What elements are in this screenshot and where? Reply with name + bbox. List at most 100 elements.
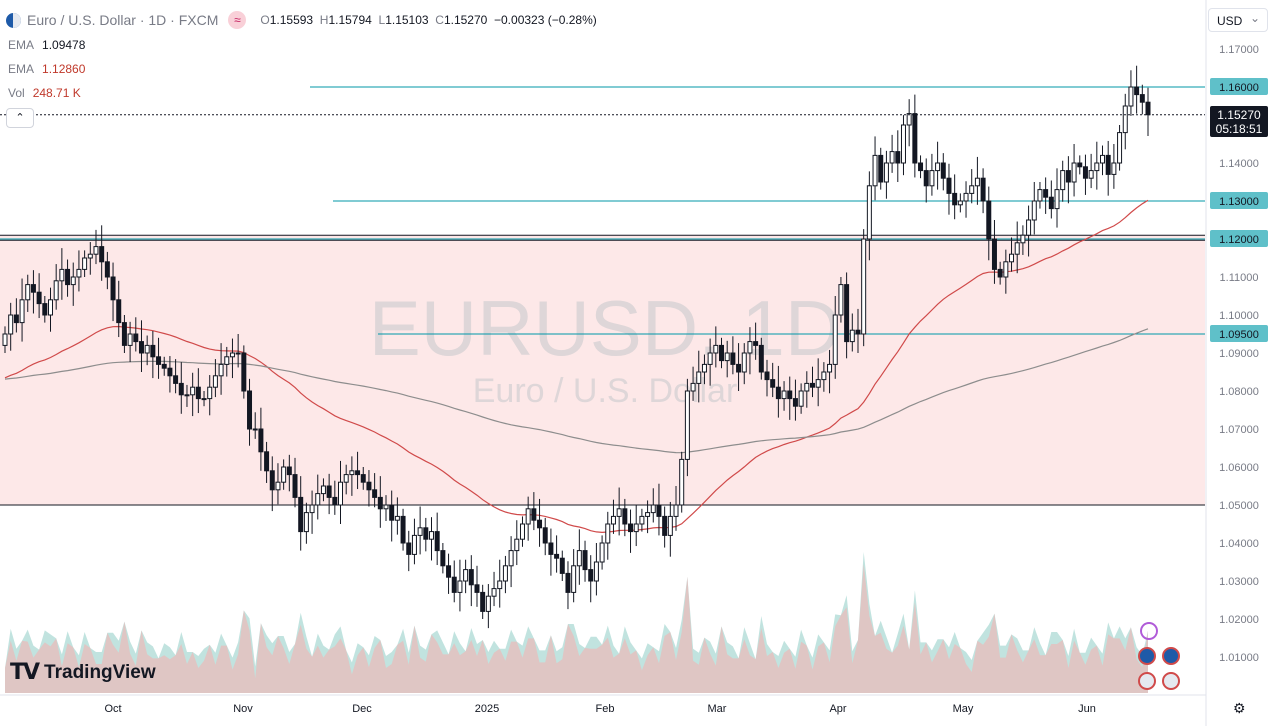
candle-body xyxy=(542,527,548,544)
collapse-legend-button[interactable]: ⌃ xyxy=(6,108,34,128)
candle-body xyxy=(1043,189,1049,198)
candle-body xyxy=(218,363,224,377)
candle-body xyxy=(1088,170,1094,179)
candle-body xyxy=(747,341,753,354)
price-tick-label: 1.04000 xyxy=(1219,538,1259,550)
candle-body xyxy=(190,386,196,396)
time-tick-label: 2025 xyxy=(475,703,499,715)
price-tick-label: 1.06000 xyxy=(1219,462,1259,474)
candle-body xyxy=(599,542,605,563)
candle-body xyxy=(247,390,253,430)
candle-body xyxy=(8,314,14,335)
candle-body xyxy=(207,386,213,400)
candle-body xyxy=(372,489,378,498)
volume-area xyxy=(5,552,1148,693)
candle-body xyxy=(468,569,474,586)
eu-event-icon[interactable] xyxy=(1138,647,1156,665)
candle-body xyxy=(360,474,366,483)
candle-body xyxy=(178,382,184,396)
us-event-icon[interactable] xyxy=(1162,672,1180,690)
candle-body xyxy=(457,580,463,593)
candle-body xyxy=(133,333,139,343)
candle-body xyxy=(991,238,997,270)
candle-body xyxy=(855,329,861,335)
symbol-title[interactable]: Euro / U.S. Dollar · 1D · FXCM xyxy=(27,12,219,28)
tradingview-logo[interactable]: TV TradingView xyxy=(10,660,156,685)
candle-body xyxy=(281,466,287,483)
eu-event-icon[interactable] xyxy=(1162,647,1180,665)
ema-fast-line xyxy=(4,199,1149,534)
candle-body xyxy=(622,508,628,525)
economic-events xyxy=(1138,620,1186,694)
candle-body xyxy=(1071,162,1077,183)
candle-body xyxy=(804,382,810,392)
candle-body xyxy=(377,496,383,510)
time-tick-label: May xyxy=(953,703,974,715)
candle-body xyxy=(707,352,713,365)
candle-body xyxy=(121,322,127,346)
candle-body xyxy=(1014,242,1020,255)
candle-body xyxy=(156,356,162,365)
candle-body xyxy=(138,341,144,354)
candle-body xyxy=(940,162,946,179)
us-event-icon[interactable] xyxy=(1138,672,1156,690)
candle-body xyxy=(258,428,264,453)
candle-body xyxy=(36,291,42,305)
candle-body xyxy=(201,398,207,401)
candle-body xyxy=(343,474,349,483)
candle-body xyxy=(696,371,702,384)
price-tick-label: 1.05000 xyxy=(1219,500,1259,512)
candle-body xyxy=(713,344,719,354)
candle-body xyxy=(628,523,634,533)
indicator-ema-1[interactable]: EMA 1.09478 xyxy=(8,38,86,52)
candle-body xyxy=(47,299,53,316)
candle-body xyxy=(838,284,844,316)
candle-body xyxy=(1094,162,1100,172)
candle-body xyxy=(667,515,673,536)
candle-body xyxy=(741,352,747,373)
price-tick-label: 1.09500 xyxy=(1219,329,1259,341)
time-tick-label: Nov xyxy=(233,703,253,715)
candle-body xyxy=(537,519,543,529)
lightning-event-icon[interactable] xyxy=(1140,622,1158,640)
currency-selector[interactable]: USD xyxy=(1208,6,1268,32)
candle-body xyxy=(355,470,361,476)
candle-body xyxy=(99,246,105,263)
candle-body xyxy=(42,303,48,316)
candle-body xyxy=(87,253,93,259)
indicator-volume[interactable]: Vol 248.71 K xyxy=(8,86,81,100)
candle-body xyxy=(878,154,884,183)
candle-body xyxy=(241,352,247,392)
candle-body xyxy=(434,531,440,552)
candle-body xyxy=(798,390,804,407)
candle-body xyxy=(428,531,434,540)
candle-body xyxy=(161,363,167,369)
candle-body xyxy=(326,485,332,498)
time-tick-label: Oct xyxy=(104,703,121,715)
time-tick-label: Mar xyxy=(708,703,727,715)
candle-body xyxy=(298,496,304,533)
candle-body xyxy=(775,386,781,400)
candle-body xyxy=(974,177,980,187)
candle-body xyxy=(952,192,958,206)
settings-gear-icon[interactable]: ⚙ xyxy=(1233,700,1246,716)
price-tick-label: 1.16000 xyxy=(1219,82,1259,94)
watermark-symbol: EURUSD, 1D xyxy=(369,284,841,372)
market-status-icon[interactable]: ≈ xyxy=(228,11,247,29)
eu-us-flag-icon xyxy=(6,12,21,28)
price-tick-label: 1.09000 xyxy=(1219,348,1259,360)
indicator-ema-2[interactable]: EMA 1.12860 xyxy=(8,62,86,76)
candle-body xyxy=(1117,132,1123,164)
candle-body xyxy=(866,185,872,240)
candle-body xyxy=(770,379,776,388)
candle-body xyxy=(286,466,292,476)
candle-body xyxy=(491,588,497,597)
candle-body xyxy=(411,534,417,555)
candle-body xyxy=(229,352,235,358)
candle-body xyxy=(997,268,1003,278)
time-axis: Oct Nov Dec 2025 Feb Mar Apr May Jun xyxy=(0,694,1206,715)
candle-body xyxy=(724,352,730,362)
candle-body xyxy=(167,367,173,377)
level-price-label xyxy=(1210,78,1268,95)
